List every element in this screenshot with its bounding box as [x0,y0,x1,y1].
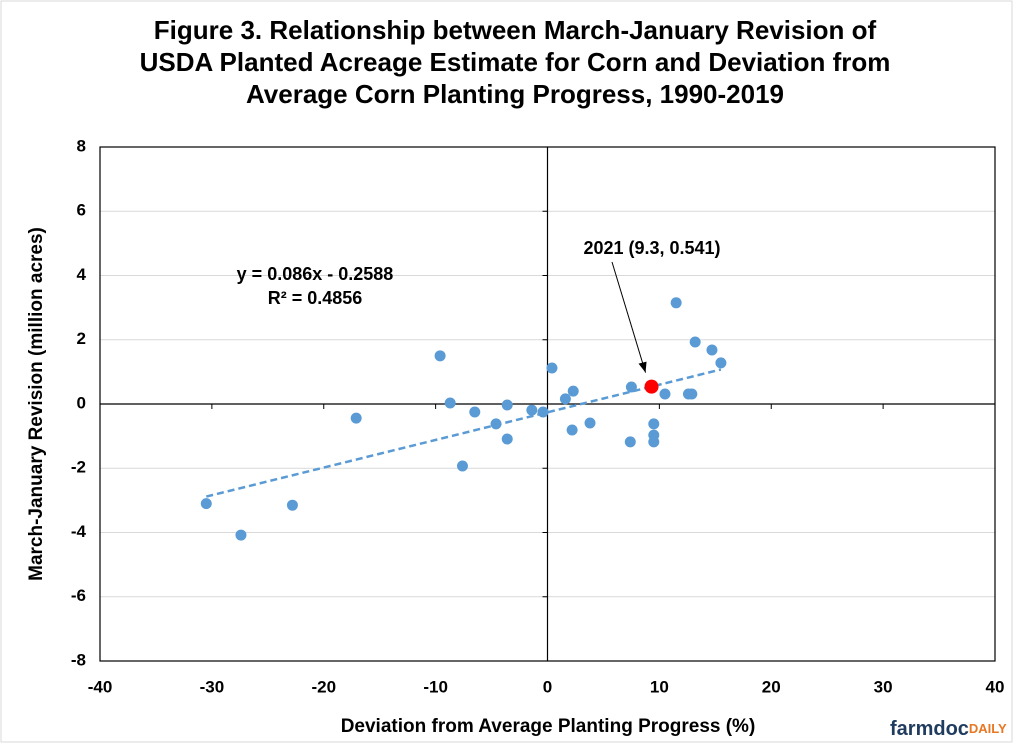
annotation-arrowhead [638,361,647,373]
trendline [205,368,722,498]
scatter-point [648,436,660,448]
scatter-point [235,529,247,541]
scatter-point [686,388,698,400]
scatter-point [670,297,682,309]
y-tick-label: 0 [77,393,86,412]
scatter-point [584,417,596,429]
x-tick-label: 0 [543,677,552,696]
chart-title: USDA Planted Acreage Estimate for Corn a… [140,47,891,77]
scatter-point [706,344,718,356]
y-tick-label: -2 [71,458,86,477]
x-tick-label: 10 [650,677,669,696]
x-tick-label: 30 [874,677,893,696]
scatter-point [648,418,660,430]
x-tick-label: -30 [200,677,225,696]
y-tick-label: -6 [71,586,86,605]
chart-title: Average Corn Planting Progress, 1990-201… [246,79,784,109]
scatter-point [715,357,727,369]
x-tick-label: -10 [423,677,448,696]
y-axis-label: March-January Revision (million acres) [26,227,47,581]
y-tick-label: 6 [77,201,86,220]
annotation-arrow [611,261,647,373]
trendline-equation: y = 0.086x - 0.2588 [237,264,394,284]
scatter-point [566,424,578,436]
trendline-r2: R² = 0.4856 [268,288,363,308]
scatter-point [526,404,538,416]
scatter-point [659,388,671,400]
scatter-point [501,433,513,445]
scatter-point [689,336,701,348]
y-tick-label: 8 [77,136,86,155]
x-tick-label: -40 [88,677,113,696]
y-tick-label: 4 [77,265,87,284]
scatter-point [501,399,513,411]
chart-title: Figure 3. Relationship between March-Jan… [154,15,877,45]
logo-accent: DAILY [969,721,1007,736]
y-tick-label: 2 [77,329,86,348]
scatter-point [546,362,558,374]
scatter-point [559,393,571,405]
x-tick-label: -20 [311,677,336,696]
highlight-point [644,379,659,394]
logo: farmdocDAILY [890,718,1007,740]
x-axis-label: Deviation from Average Planting Progress… [341,716,756,737]
scatter-point [567,385,579,397]
logo-main: farmdoc [890,718,969,740]
scatter-point [286,499,298,511]
x-tick-label: 40 [986,677,1005,696]
scatter-point [200,498,212,510]
scatter-point [350,412,362,424]
y-tick-label: -8 [71,650,86,669]
scatter-point [537,406,549,418]
scatter-point [434,350,446,362]
scatter-point [469,406,481,418]
scatter-point [444,397,456,409]
annotation-label: 2021 (9.3, 0.541) [583,238,720,258]
y-tick-label: -4 [71,522,87,541]
scatter-point [624,436,636,448]
x-tick-label: 20 [762,677,781,696]
scatter-point [456,460,468,472]
